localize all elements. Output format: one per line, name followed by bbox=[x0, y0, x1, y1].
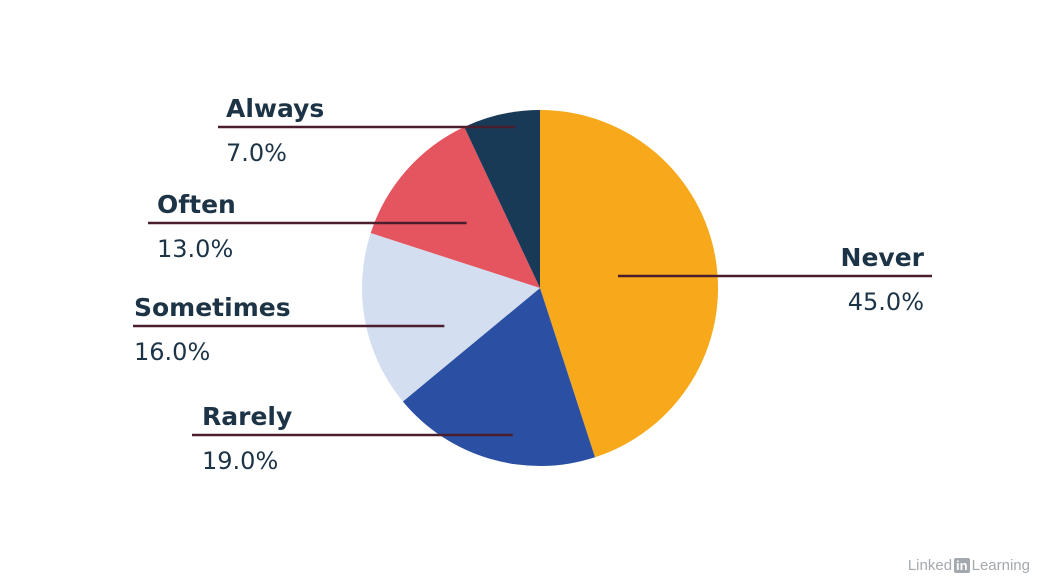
category-label-often: Often bbox=[157, 190, 236, 219]
pie-slice-rarely bbox=[402, 288, 596, 466]
leader-lines bbox=[133, 125, 932, 437]
pie-slices bbox=[362, 110, 719, 466]
linkedin-learning-watermark: Linked in Learning bbox=[908, 557, 1030, 574]
pie-slice-often bbox=[370, 126, 540, 288]
value-label-never: 45.0% bbox=[848, 288, 924, 316]
value-label-always: 7.0% bbox=[226, 139, 287, 167]
value-label-rarely: 19.0% bbox=[202, 447, 278, 475]
category-label-never: Never bbox=[841, 243, 925, 272]
pie-slice-always bbox=[464, 110, 540, 288]
watermark-text-left: Linked bbox=[907, 557, 953, 574]
slice-labels: Never 45.0% Rarely 19.0% Sometimes 16.0% Often… bbox=[134, 94, 925, 475]
watermark-text-right: Learning bbox=[971, 557, 1030, 574]
value-label-often: 13.0% bbox=[157, 235, 233, 263]
pie-slice-never bbox=[540, 110, 719, 458]
category-label-sometimes: Sometimes bbox=[134, 293, 291, 322]
value-label-sometimes: 16.0% bbox=[134, 338, 210, 366]
pie-slice-sometimes bbox=[362, 232, 540, 402]
linkedin-logo-icon: in bbox=[954, 558, 970, 573]
category-label-rarely: Rarely bbox=[202, 402, 292, 431]
category-label-always: Always bbox=[226, 94, 324, 123]
